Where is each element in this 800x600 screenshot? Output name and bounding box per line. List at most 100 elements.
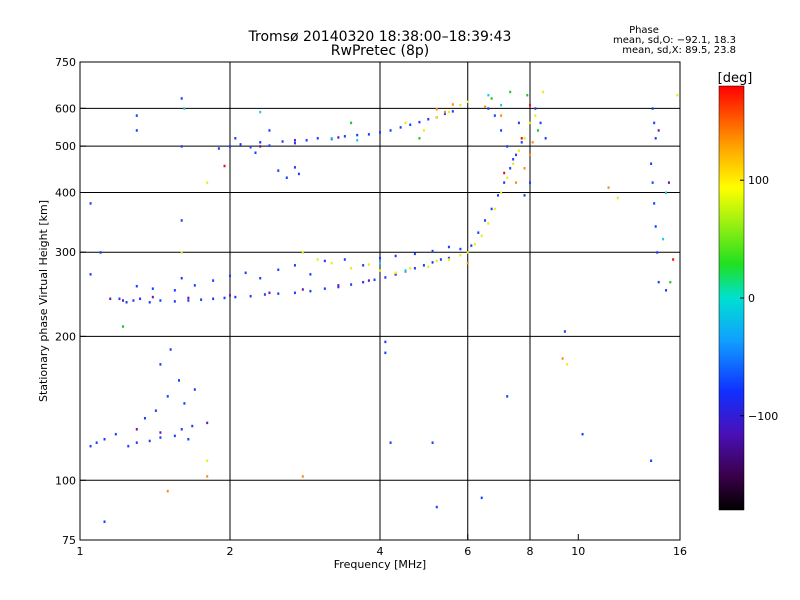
data-point <box>459 254 462 257</box>
data-point <box>125 301 128 304</box>
data-point <box>277 268 280 272</box>
data-point <box>650 459 653 462</box>
data-point <box>459 103 462 107</box>
data-point <box>362 280 365 284</box>
data-point <box>607 186 610 189</box>
data-point <box>422 129 425 132</box>
data-point <box>493 114 496 117</box>
data-point <box>418 120 421 124</box>
colorbar <box>718 85 745 511</box>
data-point <box>404 121 407 125</box>
x-tick-label: 16 <box>673 545 687 558</box>
data-point <box>180 145 183 148</box>
data-point <box>451 103 454 106</box>
data-point <box>193 284 196 287</box>
data-point <box>506 176 509 179</box>
data-point <box>217 147 220 150</box>
data-point <box>139 297 142 301</box>
data-point <box>520 141 523 144</box>
data-point <box>254 151 257 154</box>
data-point <box>316 137 319 140</box>
data-point <box>151 295 154 299</box>
data-point <box>89 202 92 205</box>
data-point <box>544 137 547 140</box>
data-point <box>523 194 526 197</box>
data-point <box>330 261 333 265</box>
data-point <box>654 137 657 140</box>
data-point <box>109 297 112 301</box>
data-point <box>539 121 542 125</box>
data-point <box>480 234 483 238</box>
data-point <box>676 93 679 97</box>
x-tick-label: 4 <box>377 545 384 558</box>
colorbar-tick-label: −100 <box>748 410 778 423</box>
data-point <box>191 424 194 428</box>
data-point <box>422 264 425 267</box>
x-tick-label: 1 <box>77 545 84 558</box>
data-point <box>122 325 125 328</box>
data-point <box>379 269 381 272</box>
data-point <box>563 330 566 333</box>
data-point <box>542 90 545 94</box>
chart-title: Tromsø 20140320 18:38:00–18:39:43 <box>248 29 512 45</box>
data-point <box>581 432 584 436</box>
data-point <box>127 444 130 448</box>
data-point <box>506 395 509 398</box>
data-point <box>529 121 531 125</box>
data-point <box>180 276 183 280</box>
data-point <box>159 431 162 434</box>
data-point <box>114 432 117 436</box>
phase-stats-heading: Phase <box>629 25 659 36</box>
data-point <box>180 219 183 222</box>
data-point <box>173 300 176 303</box>
data-point <box>500 191 503 194</box>
data-point <box>263 293 266 296</box>
data-point <box>293 139 296 142</box>
data-point <box>529 153 531 157</box>
data-point <box>132 299 135 302</box>
data-point <box>379 256 381 260</box>
data-point <box>435 108 438 111</box>
y-tick-label: 500 <box>55 140 76 153</box>
data-point <box>506 145 509 148</box>
data-point <box>229 274 231 278</box>
data-point <box>89 444 92 448</box>
data-point <box>249 294 252 298</box>
data-point <box>223 296 226 300</box>
chart-subtitle: RwPretec (8p) <box>331 43 429 59</box>
data-point <box>480 496 483 500</box>
data-point <box>281 140 284 143</box>
data-point <box>561 357 564 360</box>
data-point <box>447 256 450 260</box>
data-point <box>305 139 308 142</box>
y-tick-label: 300 <box>55 246 76 259</box>
data-point <box>356 139 359 142</box>
data-point <box>657 129 660 132</box>
data-point <box>431 441 434 444</box>
data-point <box>356 133 359 137</box>
y-tick-label: 100 <box>55 474 76 487</box>
data-point <box>135 114 138 117</box>
data-point <box>493 207 496 211</box>
data-point <box>399 126 402 129</box>
data-point <box>244 271 247 275</box>
data-point <box>427 265 430 269</box>
data-point <box>529 103 531 107</box>
data-point <box>447 110 450 114</box>
data-point <box>337 285 340 289</box>
y-tick-label: 600 <box>55 102 76 115</box>
data-point <box>206 459 209 462</box>
data-point <box>665 191 668 194</box>
x-axis-label: Frequency [MHz] <box>334 558 426 571</box>
data-point <box>268 144 271 147</box>
phase-stats-o-mode: mean, sd,O: −92.1, 18.3 <box>613 35 736 46</box>
data-point <box>665 289 668 292</box>
data-point <box>89 273 92 276</box>
data-point <box>223 164 226 168</box>
data-point <box>656 251 659 254</box>
data-point <box>323 259 326 263</box>
data-point <box>394 271 397 275</box>
data-point <box>447 258 450 261</box>
data-point <box>180 428 183 431</box>
data-point <box>477 231 480 234</box>
